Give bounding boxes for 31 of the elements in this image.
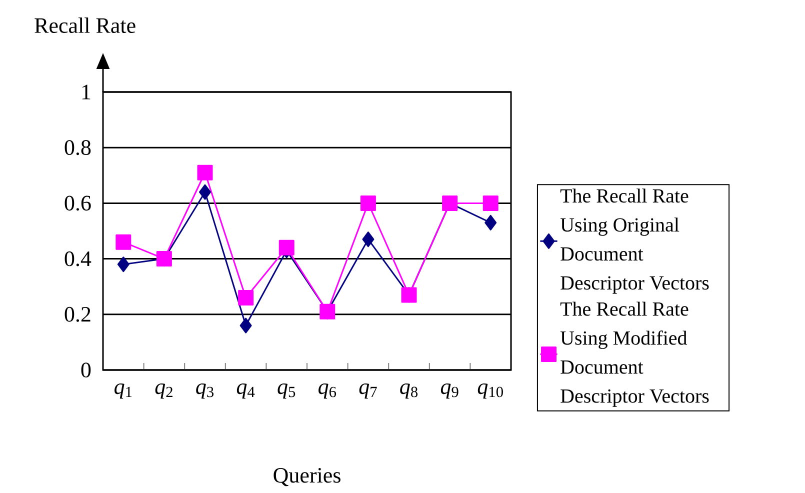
y-tick-label: 1 (82, 84, 90, 100)
point (482, 195, 498, 211)
point (484, 214, 497, 230)
y-tick-label: 0.2 (64, 306, 90, 322)
y-tick-label: 0.6 (64, 196, 91, 211)
y-tick-label: 0 (81, 362, 91, 378)
x-tick-label: q$_{7}$ (359, 384, 377, 399)
point (238, 290, 254, 306)
x-tick-label: q$_{3}$ (196, 384, 214, 399)
x-tick-label: q$_{5}$ (278, 384, 296, 399)
x-tick-label: q$_{1}$ (114, 384, 132, 399)
y-axis-title: Recall Rate (34, 18, 136, 34)
y-tick-label: 0.4 (64, 251, 92, 266)
y-tick-label: 0.8 (64, 140, 91, 156)
point (240, 318, 252, 334)
x-tick-label: q$_{4}$ (236, 384, 255, 399)
x-axis-title: Queries (274, 468, 340, 486)
legend-label: The Recall Rate Using Original Document Descriptor Vectors (560, 188, 709, 294)
x-tick-label: q$_{10}$ (478, 384, 503, 399)
point (197, 164, 213, 180)
point (360, 195, 376, 211)
point (278, 240, 294, 256)
legend-label: The Recall Rate Using Modified Document Descriptor Vectors (560, 302, 709, 407)
x-tick-label: q$_{2}$ (155, 384, 172, 399)
point (362, 232, 374, 248)
x-tick-label: q$_{6}$ (318, 384, 336, 399)
x-tick-label: q$_{8}$ (400, 384, 418, 399)
point (116, 234, 132, 250)
x-tick-label: q$_{9}$ (440, 384, 458, 399)
point (199, 184, 212, 200)
point (117, 256, 130, 272)
